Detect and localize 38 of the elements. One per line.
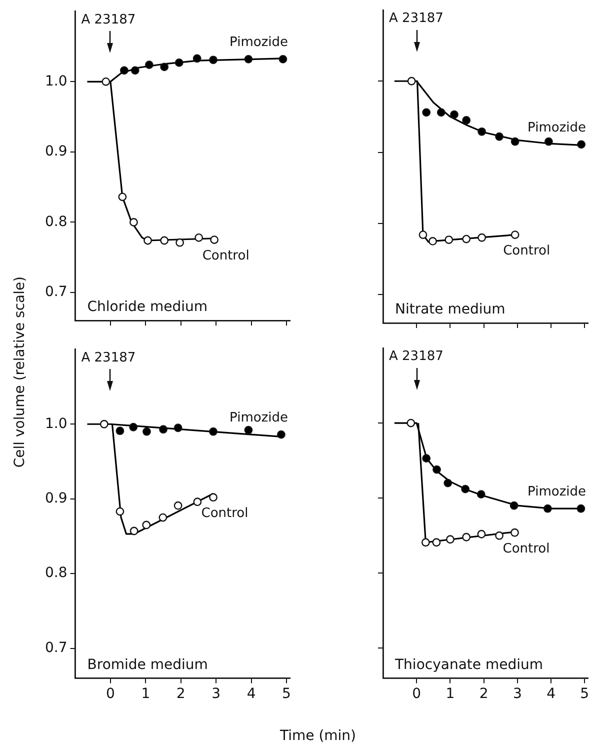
y-tick-label: 0.9 [45, 144, 68, 160]
x-tick-label: 0 [106, 686, 115, 702]
series-label: Pimozide [528, 484, 586, 500]
x-tick-label: 5 [282, 686, 291, 702]
y-tick-label: 0.7 [45, 284, 68, 300]
y-tick-label: 0.7 [45, 640, 68, 656]
series-label: Control [202, 248, 250, 264]
y-tick-label: 0.9 [45, 490, 68, 506]
x-tick-label: 2 [176, 686, 186, 702]
annotation: A 23187 [81, 350, 136, 366]
x-tick-label: 1 [141, 686, 150, 702]
annotation: A 23187 [389, 10, 444, 26]
y-axis-title: Cell volume (relative scale) [12, 276, 28, 468]
series-label: Pimozide [230, 35, 288, 50]
x-tick-label: 0 [412, 686, 422, 702]
x-axis-title: Time (min) [280, 728, 356, 744]
y-tick-label: 1.0 [45, 73, 68, 90]
annotation: Nitrate medium [395, 302, 506, 318]
annotation: A 23187 [81, 12, 136, 28]
series-label: Control [502, 541, 550, 556]
x-tick-label: 4 [546, 686, 556, 702]
annotation: A 23187 [389, 348, 444, 364]
series-label: Pimozide [528, 120, 586, 136]
x-tick-label: 3 [512, 686, 522, 702]
x-tick-label: 5 [580, 686, 590, 702]
y-tick-label: 0.8 [45, 214, 68, 230]
x-tick-label: 2 [479, 686, 488, 702]
y-tick-label: 1.0 [45, 416, 68, 432]
x-tick-label: 1 [446, 686, 455, 702]
annotation: Thiocyanate medium [394, 656, 543, 673]
y-tick-label: 0.8 [45, 565, 68, 582]
x-tick-label: 4 [246, 686, 256, 702]
series-label: Control [503, 244, 550, 259]
annotation: Chloride medium [87, 299, 208, 316]
series-label: Pimozide [230, 410, 288, 426]
x-tick-label: 3 [212, 686, 221, 702]
series-label: Control [201, 506, 248, 522]
annotation: Bromide medium [87, 656, 208, 673]
